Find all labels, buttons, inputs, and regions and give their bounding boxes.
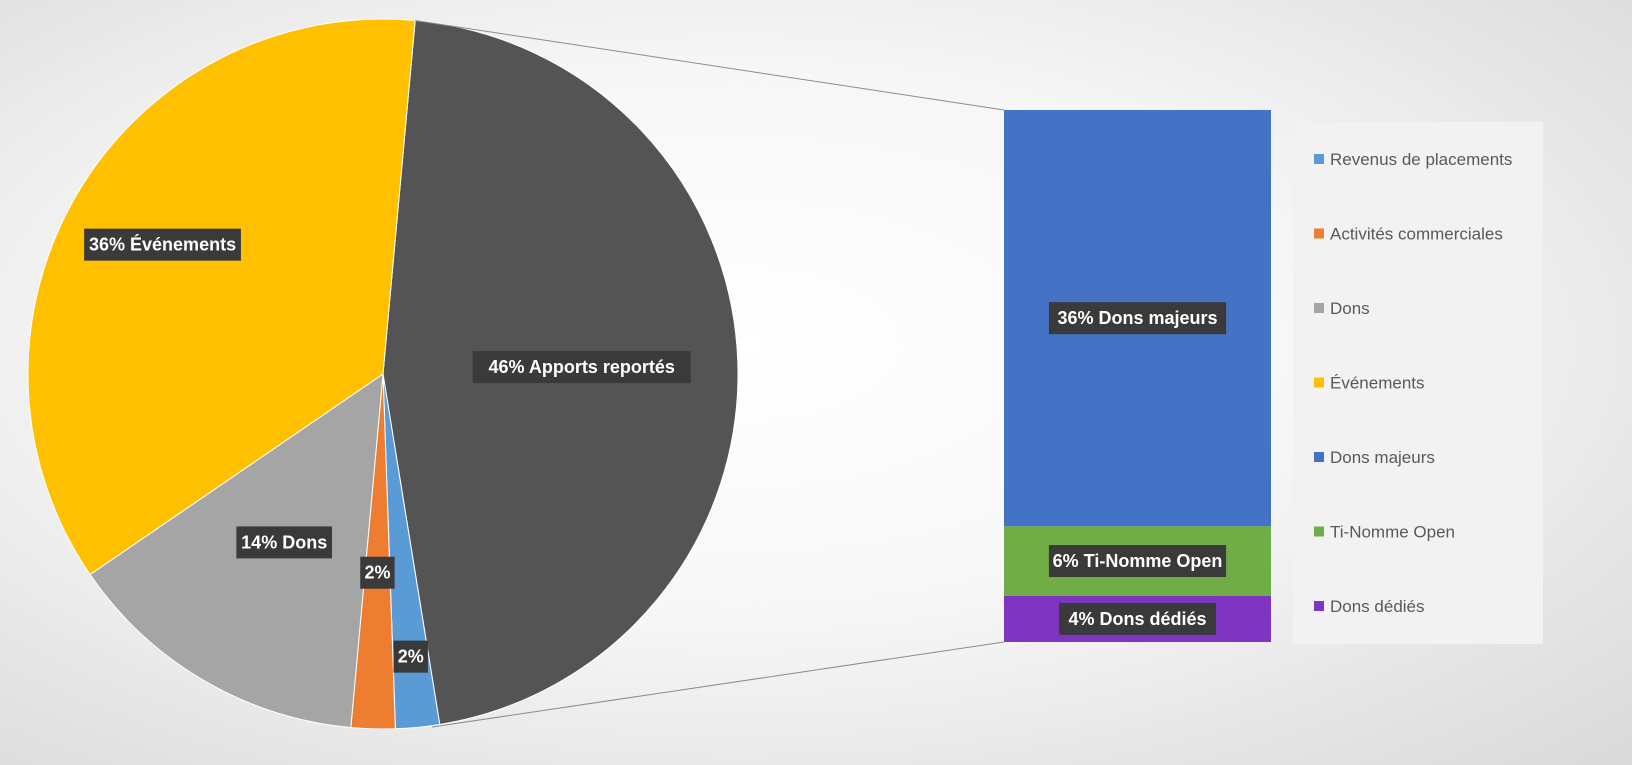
legend-swatch [1314, 526, 1324, 537]
svg-text:14% Dons: 14% Dons [241, 532, 327, 552]
legend-swatch [1314, 377, 1324, 388]
svg-text:6% Ti-Nomme Open: 6% Ti-Nomme Open [1053, 551, 1223, 571]
legend-swatch [1314, 303, 1324, 313]
svg-text:46% Apports reportés: 46% Apports reportés [488, 357, 674, 377]
legend: Revenus de placements Activités commercia… [1293, 122, 1543, 644]
legend-label: Dons majeurs [1330, 448, 1435, 467]
legend-label: Dons [1330, 299, 1370, 318]
data-label-revenus-de-placements: 2% [393, 640, 428, 673]
data-label-ti-nomme-open: 6% Ti-Nomme Open [1048, 545, 1227, 578]
svg-text:36% Événements: 36% Événements [89, 234, 236, 255]
svg-text:2%: 2% [364, 563, 390, 583]
pie-slice-evenements [27, 18, 416, 576]
legend-box [1293, 122, 1543, 644]
legend-label: Événements [1330, 374, 1425, 393]
connector-lines [415, 19, 1005, 728]
legend-swatch [1314, 601, 1324, 611]
legend-swatch [1314, 452, 1324, 462]
data-label-evenements: 36% Événements [84, 228, 241, 261]
data-label-dons: 14% Dons [236, 526, 332, 559]
svg-text:2%: 2% [398, 647, 424, 667]
legend-swatch [1314, 228, 1324, 239]
legend-entry-evenements: Événements [1314, 374, 1425, 393]
legend-entry-activites-commerciales: Activités commerciales [1314, 225, 1503, 244]
legend-label: Dons dédiés [1330, 597, 1425, 616]
data-label-dons-majeurs: 36% Dons majeurs [1048, 302, 1227, 335]
legend-label: Activités commerciales [1330, 225, 1503, 244]
legend-entry-dons: Dons [1314, 299, 1370, 318]
data-label-apports-reportes: 46% Apports reportés [472, 351, 691, 384]
data-label-dons-dedies: 4% Dons dédiés [1059, 602, 1216, 635]
legend-entry-ti-nomme-open: Ti-Nomme Open [1314, 523, 1455, 542]
svg-text:4% Dons dédiés: 4% Dons dédiés [1068, 609, 1206, 629]
legend-swatch [1314, 154, 1324, 164]
svg-text:36% Dons majeurs: 36% Dons majeurs [1057, 308, 1217, 328]
legend-label: Revenus de placements [1330, 150, 1512, 169]
legend-entry-dons-dedies: Dons dédiés [1314, 597, 1425, 616]
connector-line-top [415, 19, 1005, 111]
data-label-activites-commerciales: 2% [360, 556, 395, 589]
legend-label: Ti-Nomme Open [1330, 523, 1455, 542]
data-labels: 46% Apports reportés 2% 2% 14% Dons 36% Évén… [84, 228, 1227, 673]
legend-entry-revenus-de-placements: Revenus de placements [1314, 150, 1512, 169]
connector-line-bottom [431, 641, 1005, 728]
legend-entry-dons-majeurs: Dons majeurs [1314, 448, 1435, 467]
